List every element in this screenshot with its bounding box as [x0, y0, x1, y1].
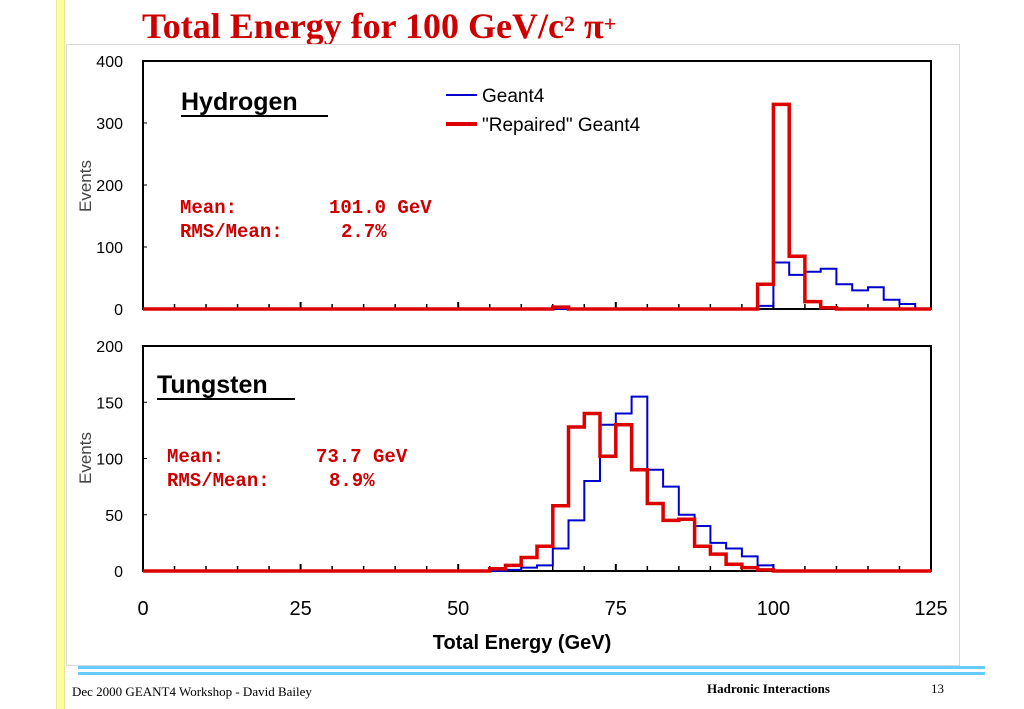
- tungsten-series-repaired: [143, 411, 931, 573]
- title-text: Total Energy for 100 GeV/c: [142, 6, 564, 46]
- x-axis-label: Total Energy (GeV): [433, 632, 612, 654]
- tungsten-rms-value: 8.9%: [329, 470, 375, 492]
- hydrogen-y-axis-label: Events: [76, 160, 95, 212]
- hydrogen-y-tick-label: 300: [96, 116, 123, 133]
- hydrogen-y-tick-label: 200: [96, 178, 123, 195]
- panel-title-tungsten: Tungsten: [157, 371, 268, 399]
- chart-frame: [66, 44, 960, 666]
- x-tick-label: 25: [289, 598, 311, 620]
- tungsten-y-tick-label: 200: [96, 339, 123, 356]
- panel-title-hydrogen: Hydrogen: [181, 88, 298, 116]
- title-superscript-2: 2: [563, 11, 575, 36]
- tungsten-y-tick-label: 0: [114, 564, 123, 581]
- hydrogen-mean-label: Mean:: [180, 197, 237, 219]
- x-tick-label: 50: [447, 598, 469, 620]
- hydrogen-mean-value: 101.0 GeV: [329, 197, 432, 219]
- hydrogen-y-tick-label: 0: [114, 302, 123, 319]
- hydrogen-rms-label: RMS/Mean:: [180, 221, 283, 243]
- hydrogen-series-repaired: [143, 102, 931, 311]
- x-tick-label: 100: [757, 598, 790, 620]
- legend-label-repaired: "Repaired" Geant4: [482, 115, 641, 136]
- tungsten-mean-value: 73.7 GeV: [316, 446, 408, 468]
- hydrogen-rms-value: 2.7%: [341, 221, 387, 243]
- title-pi: π: [574, 6, 604, 46]
- legend-label-geant4: Geant4: [482, 86, 545, 107]
- footer-rule-top: [78, 666, 985, 669]
- x-tick-label: 0: [137, 598, 148, 620]
- tungsten-y-tick-label: 150: [96, 395, 123, 412]
- x-tick-label: 125: [914, 598, 947, 620]
- footer-left-text: Dec 2000 GEANT4 Workshop - David Bailey: [72, 684, 312, 699]
- title-superscript-plus: +: [603, 11, 617, 36]
- x-tick-label: 75: [605, 598, 627, 620]
- tungsten-rms-label: RMS/Mean:: [167, 470, 270, 492]
- tungsten-y-tick-label: 100: [96, 452, 123, 469]
- hydrogen-y-tick-label: 100: [96, 240, 123, 257]
- page-number: 13: [931, 681, 944, 696]
- tungsten-y-tick-label: 50: [105, 508, 123, 525]
- tungsten-y-axis-label: Events: [76, 432, 95, 484]
- footer-rule-bottom: [78, 672, 985, 675]
- tungsten-mean-label: Mean:: [167, 446, 224, 468]
- footer-center-text: Hadronic Interactions: [707, 681, 830, 696]
- hydrogen-y-tick-label: 400: [96, 54, 123, 71]
- slide-title: Total Energy for 100 GeV/c2 π+: [142, 4, 616, 48]
- slide-accent-bar: [56, 0, 65, 709]
